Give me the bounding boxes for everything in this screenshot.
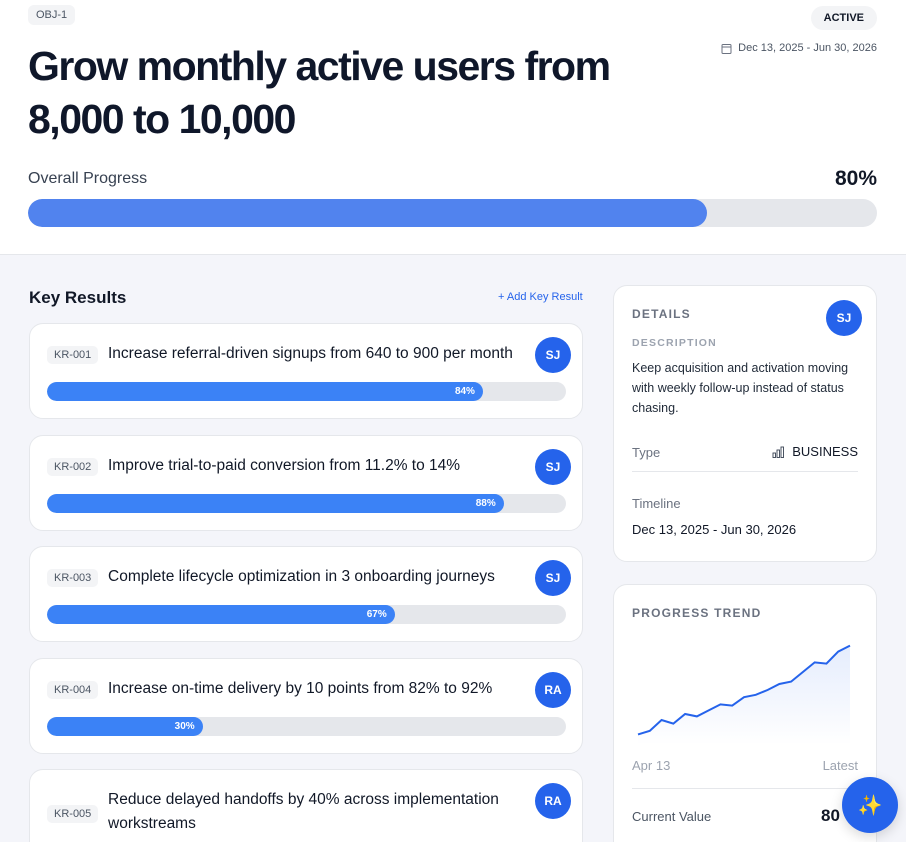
date-range: Dec 13, 2025 - Jun 30, 2026 (721, 42, 877, 54)
calendar-icon (721, 43, 732, 54)
owner-avatar[interactable]: RA (535, 672, 571, 708)
key-result-id: KR-002 (47, 458, 99, 476)
type-value-text: BUSINESS (792, 444, 858, 459)
key-result-progress-fill: 88% (47, 494, 504, 513)
owner-avatar[interactable]: SJ (535, 560, 571, 596)
date-range-text: Dec 13, 2025 - Jun 30, 2026 (738, 42, 877, 54)
trend-area (638, 645, 850, 745)
page-title: Grow monthly active users from 8,000 to … (28, 43, 611, 142)
objective-id-badge: OBJ-1 (28, 5, 76, 25)
key-result-title: Complete lifecycle optimization in 3 onb… (108, 568, 495, 585)
trend-chart (637, 644, 851, 745)
current-value: 80 (821, 806, 840, 825)
key-result-card[interactable]: KR-005 Reduce delayed handoffs by 40% ac… (29, 769, 583, 842)
owner-avatar[interactable]: SJ (535, 449, 571, 485)
trend-line (637, 644, 851, 736)
details-card: DETAILS SJ DESCRIPTION Keep acquisition … (613, 285, 877, 562)
bar-chart-icon (772, 446, 785, 458)
current-value-label: Current Value (632, 809, 712, 824)
trend-heading: PROGRESS TREND (632, 606, 762, 620)
progress-trend-card: PROGRESS TREND Apr 13 Latest Current Val… (613, 584, 877, 842)
key-result-card[interactable]: KR-002 Improve trial-to-paid conversion … (29, 435, 583, 531)
overall-progress-fill (28, 199, 708, 227)
key-result-progress-bar: 30% (47, 717, 566, 736)
overall-progress-value: 80% (834, 167, 877, 190)
trend-end-label: Latest (822, 758, 858, 773)
sparkles-icon: ✨ (857, 794, 883, 817)
key-result-card[interactable]: KR-004 Increase on-time delivery by 10 p… (29, 658, 583, 754)
trend-start-label: Apr 13 (632, 758, 671, 773)
ai-assistant-button[interactable]: ✨ (842, 777, 898, 833)
key-result-progress-fill: 30% (47, 717, 203, 736)
timeline-value: Dec 13, 2025 - Jun 30, 2026 (632, 522, 797, 537)
divider (632, 788, 858, 789)
key-result-title: Reduce delayed handoffs by 40% across im… (108, 791, 499, 832)
type-label: Type (632, 445, 661, 460)
key-result-card[interactable]: KR-001 Increase referral-driven signups … (29, 323, 583, 419)
key-result-id: KR-003 (47, 569, 99, 587)
add-key-result-button[interactable]: + Add Key Result (498, 291, 583, 303)
overall-progress-bar (28, 199, 877, 227)
key-result-title: Increase referral-driven signups from 64… (108, 345, 513, 362)
owner-avatar[interactable]: SJ (826, 300, 862, 336)
key-result-title: Increase on-time delivery by 10 points f… (108, 680, 493, 697)
overall-progress-label: Overall Progress (28, 170, 148, 187)
key-result-id: KR-001 (47, 346, 99, 364)
key-result-title: Improve trial-to-paid conversion from 11… (108, 457, 461, 474)
description-text: Keep acquisition and activation moving w… (632, 361, 849, 415)
details-heading: DETAILS (632, 307, 691, 321)
type-value: BUSINESS (772, 444, 858, 459)
description-label: DESCRIPTION (632, 337, 717, 349)
key-result-progress-bar: 84% (47, 382, 566, 401)
objective-header: OBJ-1 ACTIVE Dec 13, 2025 - Jun 30, 2026… (0, 0, 906, 255)
key-result-id: KR-005 (47, 805, 99, 823)
divider (632, 471, 858, 472)
owner-avatar[interactable]: SJ (535, 337, 571, 373)
key-result-progress-fill: 67% (47, 605, 395, 624)
key-results-heading: Key Results (29, 288, 127, 307)
key-result-progress-fill: 84% (47, 382, 483, 401)
key-result-progress-bar: 67% (47, 605, 566, 624)
key-result-id: KR-004 (47, 681, 99, 699)
timeline-label: Timeline (632, 496, 681, 511)
status-badge: ACTIVE (810, 6, 877, 30)
owner-avatar[interactable]: RA (535, 783, 571, 819)
key-result-progress-bar: 88% (47, 494, 566, 513)
key-result-card[interactable]: KR-003 Complete lifecycle optimization i… (29, 546, 583, 642)
